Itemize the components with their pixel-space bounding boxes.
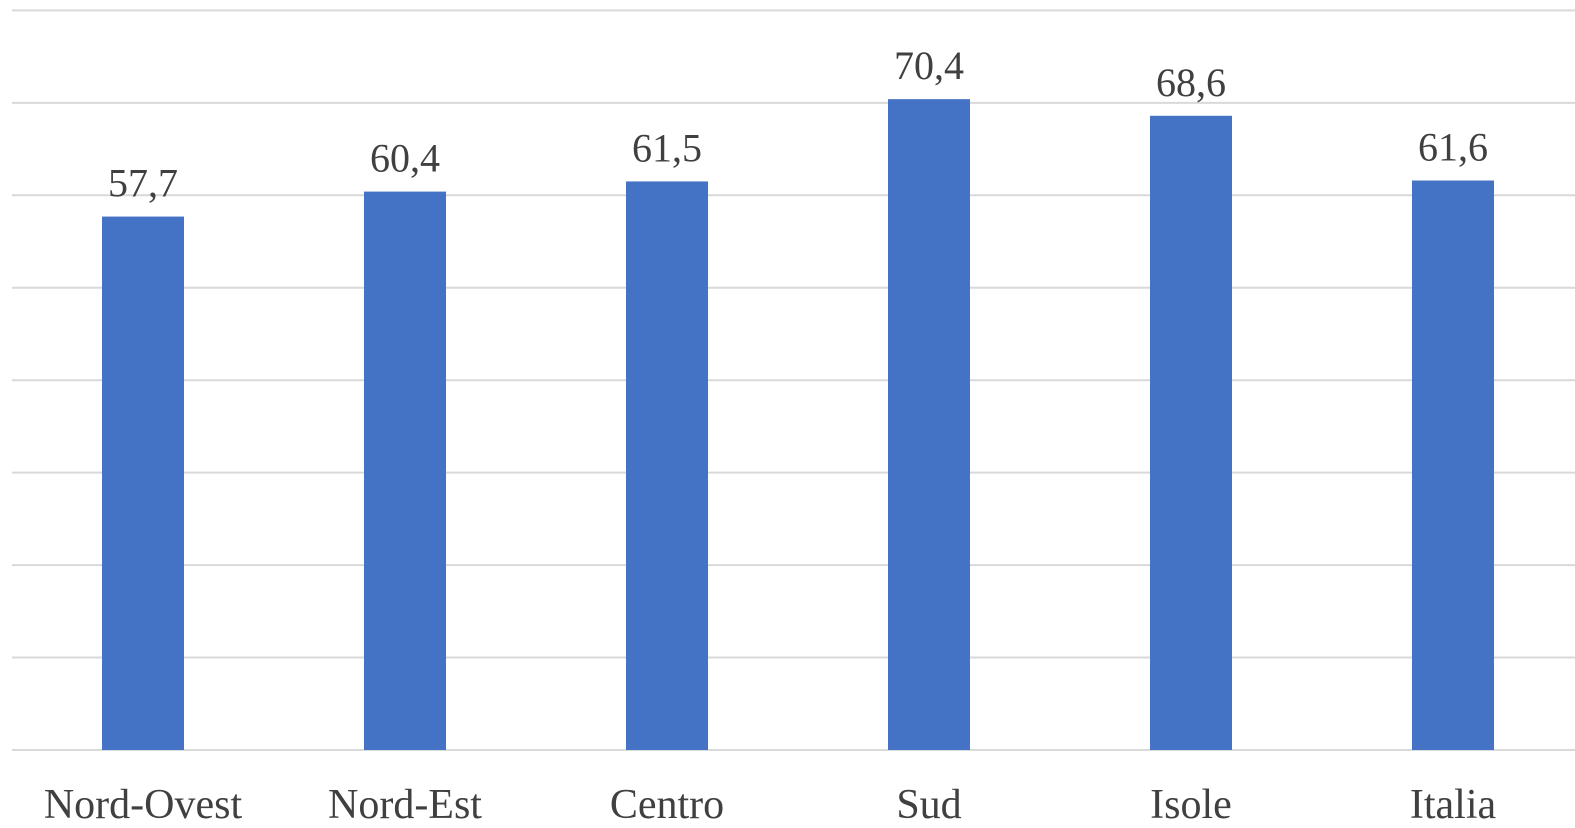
category-label: Sud [896, 782, 961, 828]
data-label: 70,4 [894, 43, 964, 88]
data-label: 61,5 [632, 125, 702, 170]
data-label: 61,6 [1418, 125, 1488, 170]
category-label: Italia [1410, 782, 1497, 828]
bar-isole [1150, 115, 1232, 751]
data-label: 68,6 [1156, 60, 1226, 105]
bar-nord-est [364, 191, 446, 751]
bar-italia [1412, 180, 1494, 750]
data-label: 60,4 [370, 136, 440, 181]
data-label: 57,7 [108, 161, 178, 206]
category-label: Isole [1150, 782, 1232, 828]
category-labels: Nord-Ovest Nord-Est Centro Sud Isole Italia [44, 782, 1497, 828]
category-label: Nord-Ovest [44, 782, 243, 828]
gridlines [12, 9, 1575, 751]
category-label: Nord-Est [328, 782, 482, 828]
bar-nord-ovest [102, 216, 184, 751]
bars [102, 99, 1494, 751]
bar-sud [888, 99, 970, 751]
category-label: Centro [610, 782, 724, 828]
bar-centro [626, 181, 708, 750]
data-labels: 57,7 60,4 61,5 70,4 68,6 61,6 [108, 43, 1488, 205]
